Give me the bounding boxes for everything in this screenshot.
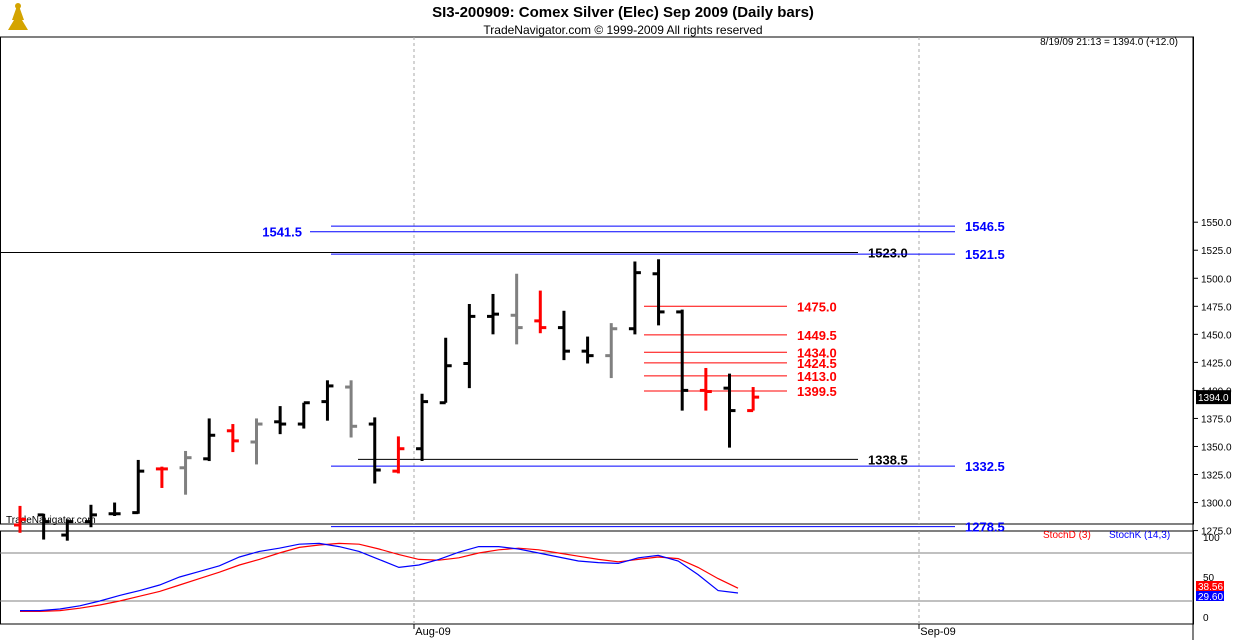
ohlc-bar bbox=[392, 436, 405, 474]
ohlc-bar bbox=[723, 373, 736, 448]
y-tick-label: 1500.0 bbox=[1201, 274, 1232, 285]
stoch-k-value-box bbox=[1196, 591, 1224, 601]
x-tick-label: Sep-09 bbox=[920, 626, 955, 638]
price-readout: 8/19/09 21:13 = 1394.0 (+12.0) bbox=[1040, 37, 1178, 48]
ohlc-bar bbox=[155, 466, 168, 488]
y-tick-label: 1375.0 bbox=[1201, 414, 1232, 425]
ohlc-bar bbox=[463, 304, 476, 389]
ohlc-bar bbox=[628, 261, 641, 335]
y-tick-label: 1475.0 bbox=[1201, 302, 1232, 313]
ohlc-bar bbox=[676, 309, 689, 411]
ohlc-bar bbox=[61, 519, 74, 541]
logo-body-shape bbox=[12, 6, 24, 20]
logo-base-shape bbox=[8, 20, 28, 30]
ohlc-bar bbox=[203, 418, 216, 462]
chart-frame bbox=[0, 36, 1194, 640]
ohlc-bar bbox=[368, 417, 381, 484]
y-tick-label: 1525.0 bbox=[1201, 246, 1232, 257]
y-tick-label: 1425.0 bbox=[1201, 358, 1232, 369]
watermark: TradeNavigator.com bbox=[6, 515, 96, 526]
chart-title: SI3-200909: Comex Silver (Elec) Sep 2009… bbox=[432, 4, 814, 21]
level-label: 1399.5 bbox=[797, 384, 837, 399]
level-label: 1523.0 bbox=[868, 245, 908, 260]
last-price-label: 1394.0 bbox=[1198, 393, 1229, 404]
ohlc-bar bbox=[747, 387, 760, 413]
stoch-k-legend: StochK (14,3) bbox=[1109, 530, 1170, 541]
level-label: 1424.5 bbox=[797, 356, 837, 371]
level-label: 1278.5 bbox=[965, 520, 1005, 535]
level-label: 1541.5 bbox=[262, 225, 302, 240]
ohlc-bar bbox=[297, 401, 310, 429]
level-label: 1475.0 bbox=[797, 299, 837, 314]
ohlc-bar bbox=[439, 337, 452, 405]
price-bars bbox=[14, 259, 760, 541]
ohlc-bar bbox=[37, 513, 50, 540]
x-tick-label: Aug-09 bbox=[415, 626, 450, 638]
ohlc-bar bbox=[510, 273, 523, 345]
ohlc-bar bbox=[699, 367, 712, 411]
price-panel-border bbox=[0, 36, 1194, 525]
ohlc-bar bbox=[179, 450, 192, 495]
y-tick-label: 1300.0 bbox=[1201, 499, 1232, 510]
y-tick-label: 1350.0 bbox=[1201, 442, 1232, 453]
ohlc-bar bbox=[14, 505, 26, 533]
y-tick-label: 1275.0 bbox=[1201, 527, 1232, 538]
y-tick-label: 1450.0 bbox=[1201, 330, 1232, 341]
date-axis: Aug-09 Sep-09 bbox=[413, 624, 956, 638]
ohlc-bar bbox=[274, 406, 287, 435]
level-label: 1413.0 bbox=[797, 369, 837, 384]
ohlc-bar bbox=[226, 424, 239, 453]
stoch-k-line bbox=[20, 542, 739, 612]
ohlc-bar bbox=[108, 502, 121, 517]
stoch-y-tick-label: 0 bbox=[1203, 613, 1209, 624]
tradenavigator-logo-icon bbox=[8, 3, 28, 30]
ohlc-bar bbox=[84, 504, 97, 528]
grid-lines bbox=[413, 37, 920, 624]
ohlc-bar bbox=[605, 323, 618, 379]
ohlc-bar bbox=[321, 380, 334, 421]
level-label: 1338.5 bbox=[868, 452, 908, 467]
y-tick-label: 1325.0 bbox=[1201, 471, 1232, 482]
level-lines: 1546.5 1541.5 1523.0 1521.5 1475.0 1449.5 1434… bbox=[0, 219, 1005, 535]
chart-subtitle: TradeNavigator.com © 1999-2009 All right… bbox=[483, 23, 762, 37]
ohlc-bar bbox=[132, 459, 145, 515]
stoch-y-tick-label: 50 bbox=[1203, 573, 1215, 584]
ohlc-bar bbox=[534, 290, 547, 334]
ohlc-bar bbox=[487, 293, 499, 335]
logo-top-shape bbox=[15, 3, 21, 9]
ohlc-bar bbox=[581, 336, 594, 364]
price-axis: 1275.01300.01325.01350.01375.01400.01425… bbox=[1193, 218, 1232, 538]
ohlc-bar bbox=[652, 259, 665, 326]
level-label: 1449.5 bbox=[797, 328, 837, 343]
level-label: 1434.0 bbox=[797, 345, 837, 360]
stoch-k-value: 29.60 bbox=[1198, 592, 1223, 603]
stoch-d-legend: StochD (3) bbox=[1043, 530, 1091, 541]
ohlc-bar bbox=[250, 418, 263, 465]
level-label: 1521.5 bbox=[965, 247, 1005, 262]
ohlc-bar bbox=[416, 393, 429, 462]
ohlc-bar bbox=[557, 310, 570, 361]
stoch-d-line bbox=[20, 542, 739, 613]
last-price-box bbox=[1196, 390, 1231, 405]
stoch-d-value: 38.56 bbox=[1198, 582, 1223, 593]
level-label: 1546.5 bbox=[965, 219, 1005, 234]
y-tick-label: 1550.0 bbox=[1201, 218, 1232, 229]
level-label: 1332.5 bbox=[965, 459, 1005, 474]
stoch-d-value-box bbox=[1196, 581, 1224, 591]
stoch-y-tick-label: 100 bbox=[1203, 533, 1220, 544]
ohlc-bar bbox=[345, 380, 358, 438]
